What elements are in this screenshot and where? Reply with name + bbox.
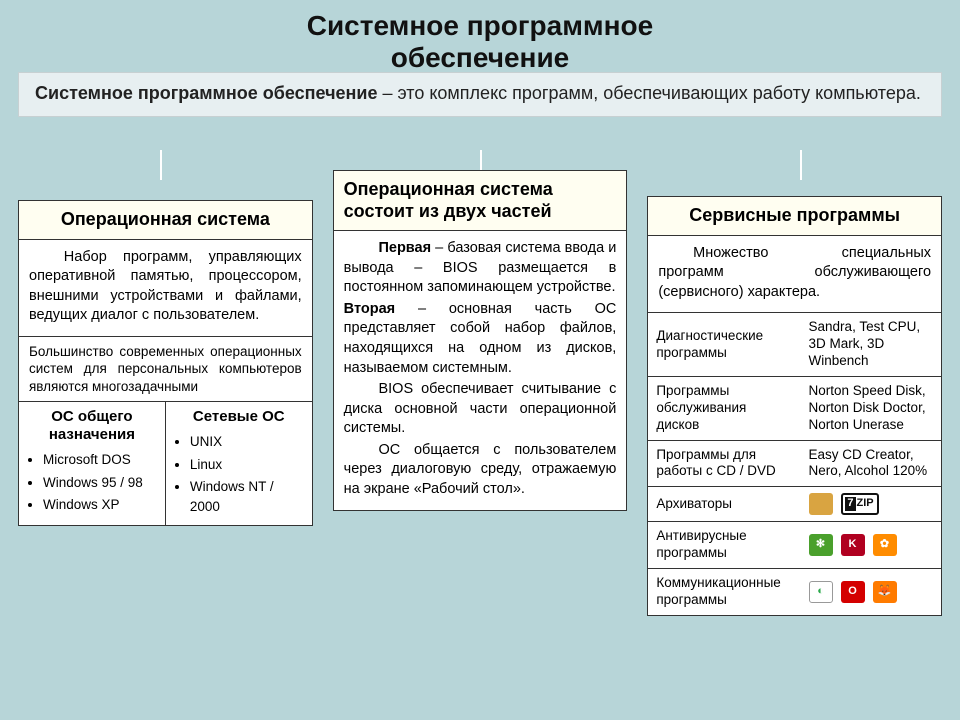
title-line2: обеспечение <box>391 42 570 73</box>
list-item: UNIX <box>190 432 304 452</box>
title-line1: Системное программное <box>307 10 653 41</box>
parts-p3: BIOS обеспечивает считывание с диска осн… <box>344 380 617 439</box>
panel-services: Сервисные программы Множество специальны… <box>647 196 942 616</box>
table-row: Программы обслуживания дисковNorton Spee… <box>648 376 941 440</box>
list-item: Windows NT / 2000 <box>190 477 304 518</box>
parts-p1: Первая – базовая система ввода и вывода … <box>344 239 617 298</box>
parts-p2-lead: Вторая <box>344 301 395 317</box>
panel-os-body: Набор программ, управляющих оперативной … <box>19 240 312 336</box>
panel-services-intro: Множество специальных программ обслужива… <box>648 236 941 313</box>
col-os: Операционная система Набор программ, упр… <box>18 170 313 706</box>
list-item: Windows 95 / 98 <box>43 473 157 493</box>
list-item: Windows XP <box>43 495 157 515</box>
service-value: Norton Speed Disk, Norton Disk Doctor, N… <box>801 376 941 440</box>
app-icon: 7ZIP <box>841 493 879 515</box>
service-value: Easy CD Creator, Nero, Alcohol 120% <box>801 440 941 487</box>
app-icon: ✻ <box>809 534 833 556</box>
service-value: ✻ K ✿ <box>801 522 941 569</box>
service-name: Диагностические программы <box>648 313 800 377</box>
panel-parts-head: Операционная система состоит из двух час… <box>334 171 627 231</box>
app-icon: 🦊 <box>873 581 897 603</box>
app-icon: ◐ <box>809 581 833 603</box>
service-value: ◐ O 🦊 <box>801 569 941 615</box>
page-title: Системное программное обеспечение <box>0 0 960 74</box>
panel-services-head: Сервисные программы <box>648 197 941 236</box>
app-icon: ✿ <box>873 534 897 556</box>
intro-rest: – это комплекс программ, обеспечивающих … <box>377 83 920 103</box>
panel-os-head: Операционная система <box>19 201 312 240</box>
services-table: Диагностические программыSandra, Test CP… <box>648 312 941 615</box>
service-name: Антивирусные программы <box>648 522 800 569</box>
service-name: Архиваторы <box>648 487 800 522</box>
parts-p2: Вторая – основная часть ОС представляет … <box>344 300 617 378</box>
parts-p1-lead: Первая <box>378 240 431 256</box>
os-desc: Набор программ, управляющих оперативной … <box>29 248 302 326</box>
table-row: Диагностические программыSandra, Test CP… <box>648 313 941 377</box>
app-icon: K <box>841 534 865 556</box>
os-general-list: Microsoft DOS Windows 95 / 98 Windows XP <box>27 450 157 515</box>
intro-bold: Системное программное обеспечение <box>35 83 377 103</box>
col-services: Сервисные программы Множество специальны… <box>647 170 942 706</box>
service-name: Программы для работы с CD / DVD <box>648 440 800 487</box>
col-parts: Операционная система состоит из двух час… <box>333 170 628 706</box>
list-item: Linux <box>190 455 304 475</box>
os-split: ОС общего назначения Microsoft DOS Windo… <box>19 401 312 525</box>
os-network: Сетевые ОС UNIX Linux Windows NT / 2000 <box>166 402 312 525</box>
app-icon <box>809 493 833 515</box>
table-row: Программы для работы с CD / DVDEasy CD C… <box>648 440 941 487</box>
service-name: Коммуникационные программы <box>648 569 800 615</box>
os-general: ОС общего назначения Microsoft DOS Windo… <box>19 402 166 525</box>
intro-band: Системное программное обеспечение – это … <box>18 72 942 117</box>
app-icon: O <box>841 581 865 603</box>
panel-parts-body: Первая – базовая система ввода и вывода … <box>334 231 627 509</box>
table-row: Архиваторы 7ZIP <box>648 487 941 522</box>
os-network-list: UNIX Linux Windows NT / 2000 <box>174 432 304 517</box>
panel-os: Операционная система Набор программ, упр… <box>18 200 313 526</box>
table-row: Антивирусные программы ✻ K ✿ <box>648 522 941 569</box>
panel-parts: Операционная система состоит из двух час… <box>333 170 628 511</box>
os-network-head: Сетевые ОС <box>174 408 304 426</box>
table-row: Коммуникационные программы ◐ O 🦊 <box>648 569 941 615</box>
os-general-head: ОС общего назначения <box>27 408 157 444</box>
service-value: Sandra, Test CPU, 3D Mark, 3D Winbench <box>801 313 941 377</box>
list-item: Microsoft DOS <box>43 450 157 470</box>
service-value: 7ZIP <box>801 487 941 522</box>
columns: Операционная система Набор программ, упр… <box>18 170 942 706</box>
os-note: Большинство современных операционных сис… <box>19 336 312 402</box>
parts-p4: ОС общается с пользователем через диалог… <box>344 441 617 500</box>
services-intro-text: Множество специальных программ обслужива… <box>658 244 931 303</box>
service-name: Программы обслуживания дисков <box>648 376 800 440</box>
